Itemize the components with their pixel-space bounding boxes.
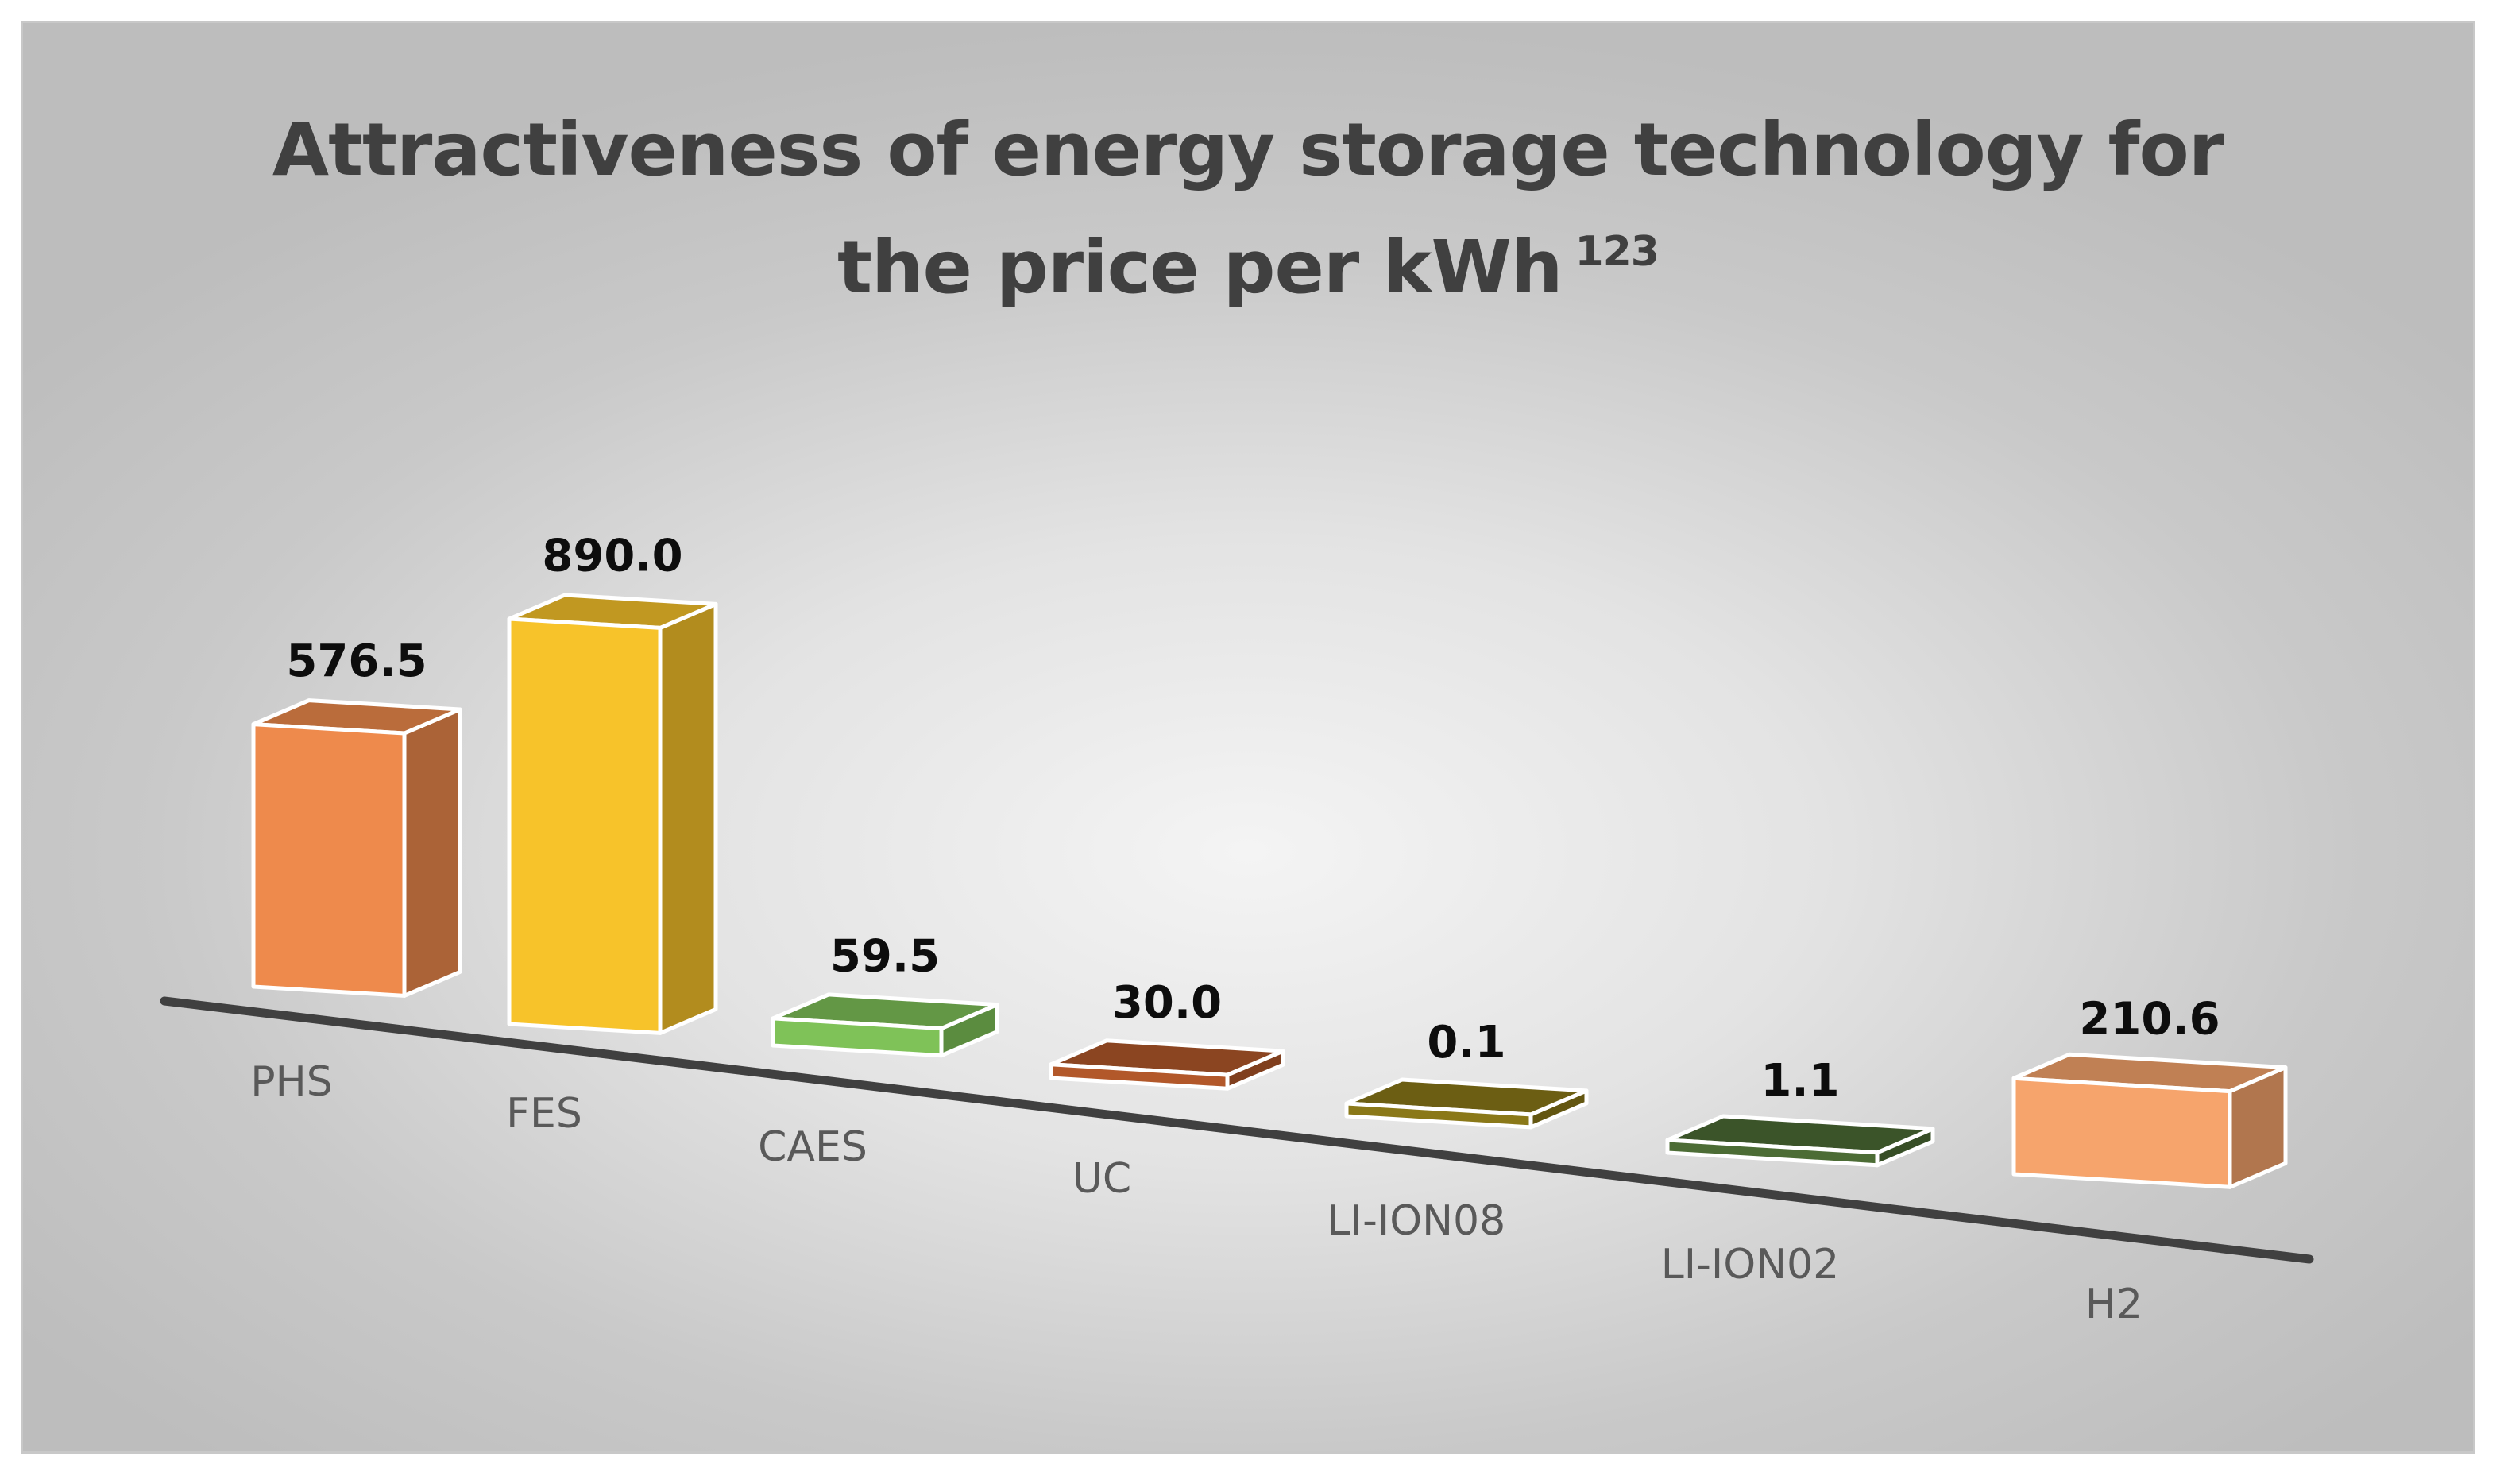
category-label: PHS bbox=[250, 1058, 332, 1106]
bar-caes bbox=[771, 992, 999, 1058]
data-label: 0.1 bbox=[1427, 1017, 1505, 1069]
category-labels-group: PHS FES CAES UC LI-ION08 LI-ION02 H2 bbox=[250, 1058, 2143, 1328]
chart-frame: Attractiveness of energy storage technol… bbox=[21, 21, 2475, 1454]
category-label: FES bbox=[506, 1090, 582, 1138]
category-label: LI-ION02 bbox=[1661, 1241, 1839, 1289]
bar-uc bbox=[1049, 1038, 1285, 1091]
chart-title-line-2: the price per kWh 123 bbox=[23, 201, 2473, 319]
bar-phs bbox=[251, 698, 462, 998]
data-label: 576.5 bbox=[286, 636, 427, 687]
bars-group bbox=[251, 593, 2288, 1189]
bar-front-face bbox=[1344, 1101, 1533, 1130]
bar-h2 bbox=[2011, 1052, 2288, 1189]
data-labels-group: 576.5 890.0 59.5 30.0 0.1 1.1 210.6 bbox=[286, 530, 2220, 1106]
bar-side-face bbox=[402, 707, 462, 998]
bar-front-face bbox=[1665, 1138, 1880, 1168]
x-axis-line bbox=[160, 996, 2314, 1264]
data-label: 30.0 bbox=[1112, 977, 1222, 1029]
bar-front-face bbox=[251, 722, 407, 998]
bar-front-face bbox=[2011, 1076, 2232, 1189]
chart-title-line-2-text: the price per kWh bbox=[837, 225, 1563, 310]
data-label: 59.5 bbox=[830, 931, 940, 983]
bar-front-face bbox=[507, 616, 663, 1035]
category-label: LI-ION08 bbox=[1327, 1197, 1505, 1245]
bar-front-face bbox=[771, 1016, 944, 1058]
bar-front-face bbox=[1049, 1062, 1230, 1091]
data-label: 1.1 bbox=[1760, 1055, 1839, 1107]
chart-plot: 576.5 890.0 59.5 30.0 0.1 1.1 210.6 PHS FES CAES… bbox=[160, 530, 2314, 1328]
category-label: CAES bbox=[758, 1123, 867, 1171]
chart-title-superscript: 123 bbox=[1575, 228, 1660, 276]
data-label: 890.0 bbox=[542, 530, 682, 582]
bar-side-face bbox=[658, 601, 718, 1035]
category-label: UC bbox=[1072, 1155, 1131, 1203]
bar-li-ion02 bbox=[1665, 1114, 1935, 1168]
bar-li-ion08 bbox=[1344, 1077, 1589, 1130]
chart-title-line-1: Attractiveness of energy storage technol… bbox=[272, 107, 2224, 192]
bar-fes bbox=[507, 593, 718, 1035]
chart-title: Attractiveness of energy storage technol… bbox=[23, 99, 2473, 319]
category-label: H2 bbox=[2085, 1281, 2143, 1328]
data-label: 210.6 bbox=[2079, 994, 2220, 1045]
